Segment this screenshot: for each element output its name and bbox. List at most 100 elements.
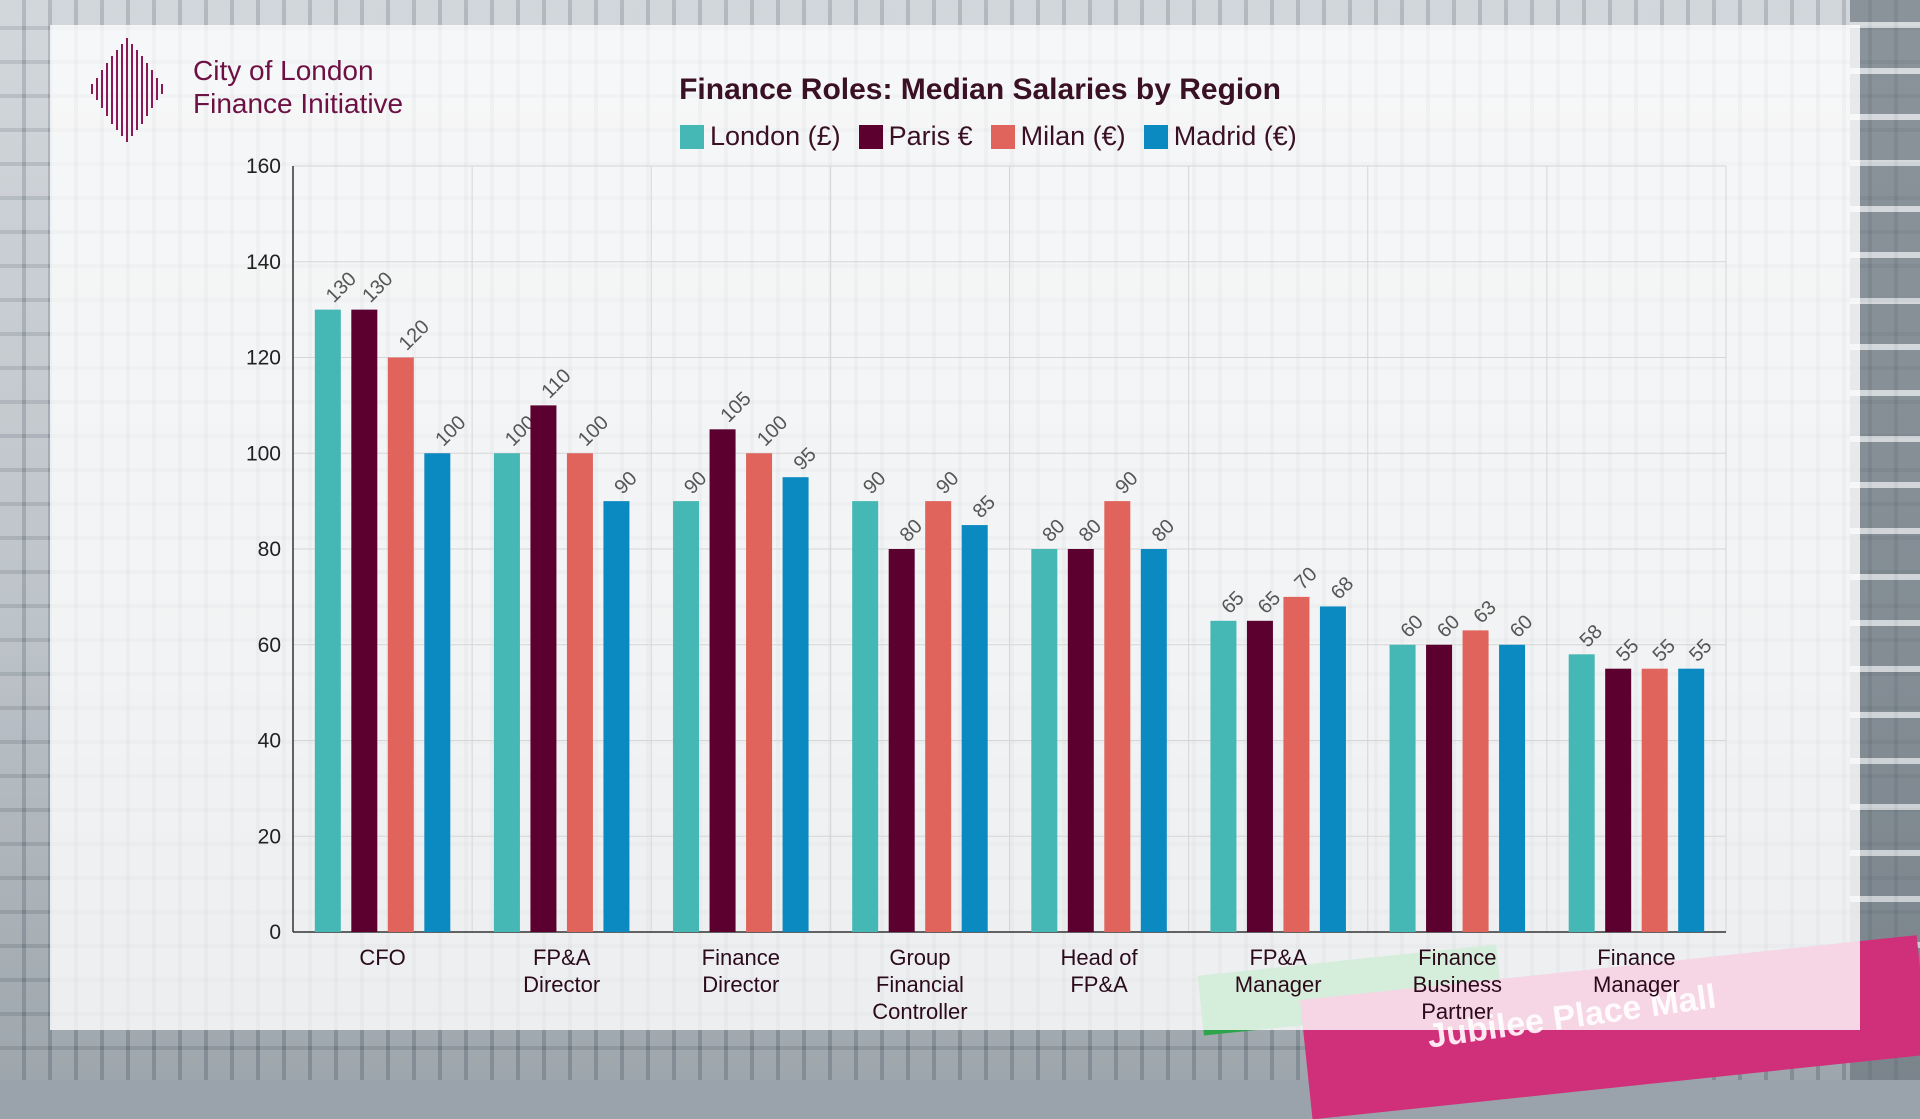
y-tick-label: 160: [246, 155, 281, 178]
y-tick-label: 140: [246, 251, 281, 274]
x-tick-label: Head of: [1061, 945, 1139, 970]
data-label: 58: [1576, 621, 1607, 652]
x-tick-label: Finance: [1418, 945, 1496, 970]
data-label: 120: [395, 316, 434, 355]
data-label: 68: [1327, 573, 1358, 604]
bar-madrid: [961, 525, 988, 932]
bar-madrid: [424, 453, 451, 932]
data-label: 55: [1685, 635, 1716, 666]
logo-icon: [91, 38, 163, 142]
bar-london: [1210, 620, 1237, 932]
chart-title: Finance Roles: Median Salaries by Region: [679, 73, 1281, 106]
bar-milan: [925, 501, 952, 932]
brand-name: City of London Finance Initiative: [193, 54, 403, 120]
bar-milan: [1283, 596, 1310, 932]
x-tick-label: FP&A: [1249, 945, 1307, 970]
y-tick-label: 100: [246, 442, 281, 465]
legend-label: Madrid (€): [1173, 121, 1297, 151]
x-tick-label: Financial: [876, 972, 964, 997]
y-tick-label: 60: [258, 634, 281, 657]
x-tick-label: Group: [889, 945, 950, 970]
data-label: 55: [1649, 635, 1680, 666]
data-label: 80: [1038, 515, 1069, 546]
bar-chart: 020406080100120140160130130120100CFO1001…: [246, 155, 1727, 1024]
data-label: 100: [431, 412, 470, 451]
x-tick-label: Finance: [702, 945, 780, 970]
bar-milan: [1641, 668, 1668, 932]
bar-paris: [1246, 620, 1273, 932]
y-tick-label: 120: [246, 347, 281, 370]
data-label: 60: [1506, 611, 1537, 642]
bar-paris: [1605, 668, 1632, 932]
x-tick-label: FP&A: [1070, 972, 1128, 997]
chart-legend: London (£) Paris € Milan (€) Madrid (€): [680, 121, 1297, 152]
data-label: 100: [753, 412, 792, 451]
data-label: 70: [1290, 563, 1321, 594]
legend-item-madrid: Madrid (€): [1143, 121, 1297, 152]
bar-london: [673, 501, 700, 932]
legend-item-paris: Paris €: [858, 121, 973, 152]
data-label: 105: [717, 388, 756, 427]
legend-swatch: [858, 124, 883, 149]
bar-madrid: [782, 477, 809, 932]
bar-london: [1568, 654, 1595, 932]
bar-paris: [709, 429, 736, 932]
data-label: 80: [1148, 515, 1179, 546]
legend-label: Paris €: [888, 121, 973, 151]
bar-milan: [1462, 630, 1489, 932]
data-label: 65: [1254, 587, 1285, 618]
legend-label: London (£): [710, 121, 841, 151]
bar-madrid: [1678, 668, 1705, 932]
x-tick-label: Partner: [1421, 999, 1493, 1024]
data-label: 80: [1075, 515, 1106, 546]
bar-milan: [387, 357, 414, 932]
y-tick-label: 0: [269, 921, 281, 944]
bar-london: [1389, 644, 1416, 932]
data-label: 85: [969, 491, 1000, 522]
data-label: 55: [1612, 635, 1643, 666]
x-tick-label: Business: [1413, 972, 1502, 997]
data-label: 90: [859, 467, 890, 498]
brand-line-1: City of London: [193, 55, 374, 86]
bar-paris: [1426, 644, 1453, 932]
data-label: 90: [932, 467, 963, 498]
legend-swatch: [1143, 124, 1168, 149]
bar-madrid: [1319, 606, 1346, 932]
data-label: 100: [574, 412, 613, 451]
data-label: 90: [610, 467, 641, 498]
legend-label: Milan (€): [1020, 121, 1126, 151]
bar-paris: [888, 549, 915, 932]
x-tick-label: Manager: [1593, 972, 1680, 997]
y-tick-label: 80: [258, 538, 281, 561]
x-tick-label: Director: [702, 972, 779, 997]
x-tick-label: Manager: [1235, 972, 1322, 997]
bar-madrid: [1499, 644, 1526, 932]
data-label: 90: [680, 467, 711, 498]
bar-london: [314, 309, 341, 932]
x-tick-label: CFO: [359, 945, 405, 970]
brand-line-2: Finance Initiative: [193, 88, 404, 119]
bar-london: [852, 501, 879, 932]
bar-milan: [1104, 501, 1131, 932]
bar-milan: [566, 453, 593, 932]
y-tick-label: 20: [258, 825, 281, 848]
data-label: 95: [790, 443, 821, 474]
data-label: 60: [1433, 611, 1464, 642]
data-label: 130: [322, 268, 361, 307]
data-label: 90: [1111, 467, 1142, 498]
x-tick-label: Director: [523, 972, 600, 997]
bar-paris: [351, 309, 378, 932]
y-tick-label: 40: [258, 730, 281, 753]
data-label: 130: [358, 268, 397, 307]
background-building: [1850, 0, 1920, 1080]
bar-milan: [746, 453, 773, 932]
data-label: 60: [1397, 611, 1428, 642]
data-label: 80: [896, 515, 927, 546]
bar-madrid: [603, 501, 630, 932]
bar-london: [493, 453, 520, 932]
bar-paris: [530, 405, 557, 932]
x-tick-label: Finance: [1597, 945, 1675, 970]
data-label: 110: [537, 365, 575, 403]
data-label: 63: [1470, 597, 1501, 628]
legend-item-london: London (£): [680, 121, 841, 152]
